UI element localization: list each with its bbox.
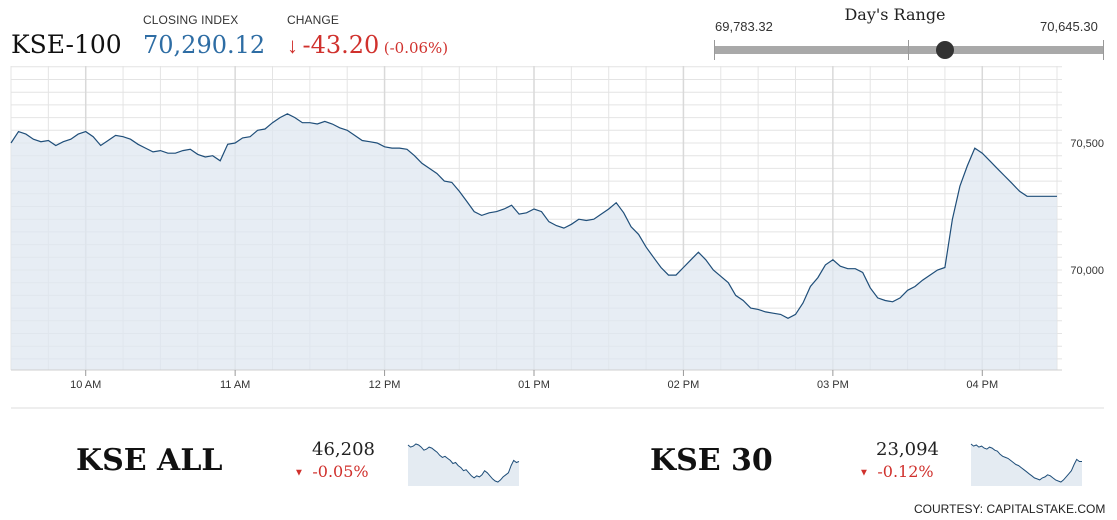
closing-value: 70,290.12 (143, 31, 266, 59)
credit-text: COURTESY: CAPITALSTAKE.COM (914, 502, 1106, 516)
change-percent: (-0.06%) (383, 39, 449, 57)
kse-30-name: KSE 30 (650, 443, 773, 478)
down-triangle-icon: ▼ (294, 467, 304, 479)
y-tick-label: 70,000 (1070, 265, 1104, 277)
range-low: 69,783.32 (715, 19, 773, 34)
range-marker (935, 41, 954, 59)
range-high: 70,645.30 (1040, 19, 1098, 34)
kse-30-change-row: ▼ -0.12% (859, 462, 934, 482)
range-tick-mid (908, 40, 909, 60)
sparkline-line (407, 443, 520, 483)
down-triangle-icon: ▼ (859, 467, 869, 479)
x-tick-label: 04 PM (966, 379, 998, 391)
kse-all-value: 46,208 (312, 439, 375, 460)
change-label: CHANGE (287, 13, 339, 27)
range-tick-left (714, 40, 715, 60)
kse-all-change-row: ▼ -0.05% (294, 462, 369, 482)
x-tick-label: 02 PM (668, 379, 700, 391)
kse-30-sparkline (970, 443, 1082, 486)
sparkline-area (408, 444, 519, 486)
range-bar (715, 46, 1104, 54)
x-tick-label: 11 AM (220, 379, 250, 391)
kse-all-sparkline (407, 443, 520, 486)
kse-all-name: KSE ALL (76, 443, 223, 478)
kse-30-change: -0.12% (877, 462, 934, 481)
x-tick-label: 03 PM (817, 379, 849, 391)
closing-label: CLOSING INDEX (143, 13, 239, 27)
sparkline-area (971, 444, 1082, 486)
series-area (11, 113, 1057, 371)
y-tick-label: 70,500 (1070, 138, 1104, 150)
sparkline-line (970, 443, 1082, 483)
main-chart: 10 AM 11 AM 12 PM 01 PM 02 PM 03 PM 04 PM 70,50… (10, 66, 1104, 409)
x-tick-label: 12 PM (369, 379, 401, 391)
x-tick-label: 10 AM (70, 379, 101, 391)
kse-30-value: 23,094 (876, 439, 939, 460)
index-name: KSE-100 (11, 30, 122, 59)
down-arrow-icon: ↓ (287, 33, 298, 58)
change-value: -43.20 (302, 31, 380, 59)
range-title: Day's Range (844, 5, 946, 24)
series-line (10, 113, 1057, 319)
range-tick-right (1103, 40, 1104, 60)
x-tick-label: 01 PM (518, 379, 550, 391)
change-row: ↓ -43.20 (-0.06%) (287, 31, 448, 59)
kse-all-change: -0.05% (312, 462, 369, 481)
